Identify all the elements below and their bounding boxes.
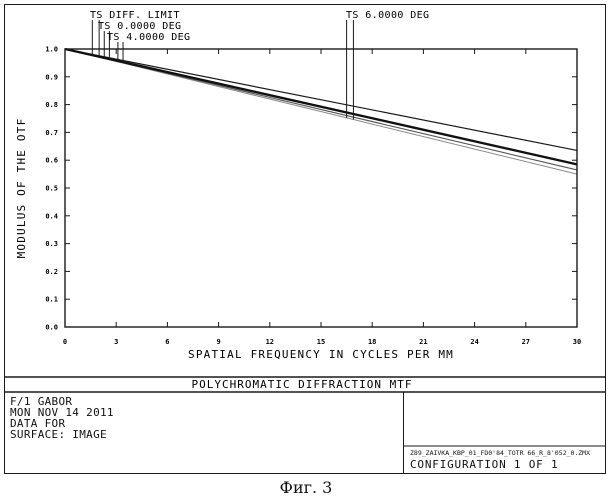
legend-label: TS 6.0000 DEG [346,10,429,21]
configuration-label: CONFIGURATION 1 OF 1 [410,458,559,471]
x-axis-label: SPATIAL FREQUENCY IN CYCLES PER MM [188,348,454,361]
x-tick-label: 24 [470,338,478,346]
x-tick-label: 6 [165,338,169,346]
y-tick-label: 0.7 [45,129,58,137]
chart-title: POLYCHROMATIC DIFFRACTION MTF [191,378,412,391]
info-box [4,392,404,474]
x-tick-label: 18 [368,338,376,346]
y-tick-label: 0.6 [45,157,58,165]
info-lens: F/1 GABOR [10,395,73,408]
info-date: MON NOV 14 2011 [10,406,114,419]
x-tick-label: 0 [63,338,67,346]
figure-caption: Фиг. 3 [279,478,333,497]
axis-ticks: 0 3 6 9 12 15 18 21 24 27 30 0.0 0.1 0.2 0.3 0.4 0.5 0.6 0… [45,46,581,347]
y-tick-label: 0.0 [45,324,58,332]
series-line [64,47,578,166]
legend-label: TS 4.0000 DEG [107,32,190,43]
y-tick-label: 0.5 [45,185,58,193]
info-surface: SURFACE: IMAGE [10,428,107,441]
x-tick-label: 27 [522,338,530,346]
series-lines [64,47,578,175]
info-data-for: DATA FOR [10,417,66,430]
y-tick-label: 0.9 [45,73,58,81]
x-tick-label: 3 [114,338,118,346]
y-tick-label: 0.1 [45,296,58,304]
y-tick-label: 0.2 [45,268,58,276]
plot-area [64,48,578,328]
y-tick-label: 0.8 [45,101,58,109]
x-tick-label: 21 [419,338,427,346]
legend-label: TS 0.0000 DEG [98,21,181,32]
plot-frame [4,4,606,474]
info-lines: F/1 GABOR MON NOV 14 2011 DATA FOR SURFA… [10,396,114,440]
series-line [64,48,578,152]
x-tick-label: 9 [216,338,220,346]
file-name: Z89_ZAIVKA_KBP_01_FD0'84_TOTR 66_R_8'052… [410,449,591,457]
x-tick-label: 30 [573,338,581,346]
series-line [64,48,578,175]
legend-label: TS DIFF. LIMIT [90,10,180,21]
y-tick-label: 0.4 [45,212,58,220]
x-tick-label: 12 [266,338,274,346]
y-tick-label: 1.0 [45,46,58,54]
y-tick-label: 0.3 [45,240,58,248]
y-axis-label: MODULUS OF THE OTF [15,118,28,259]
x-tick-label: 15 [317,338,325,346]
